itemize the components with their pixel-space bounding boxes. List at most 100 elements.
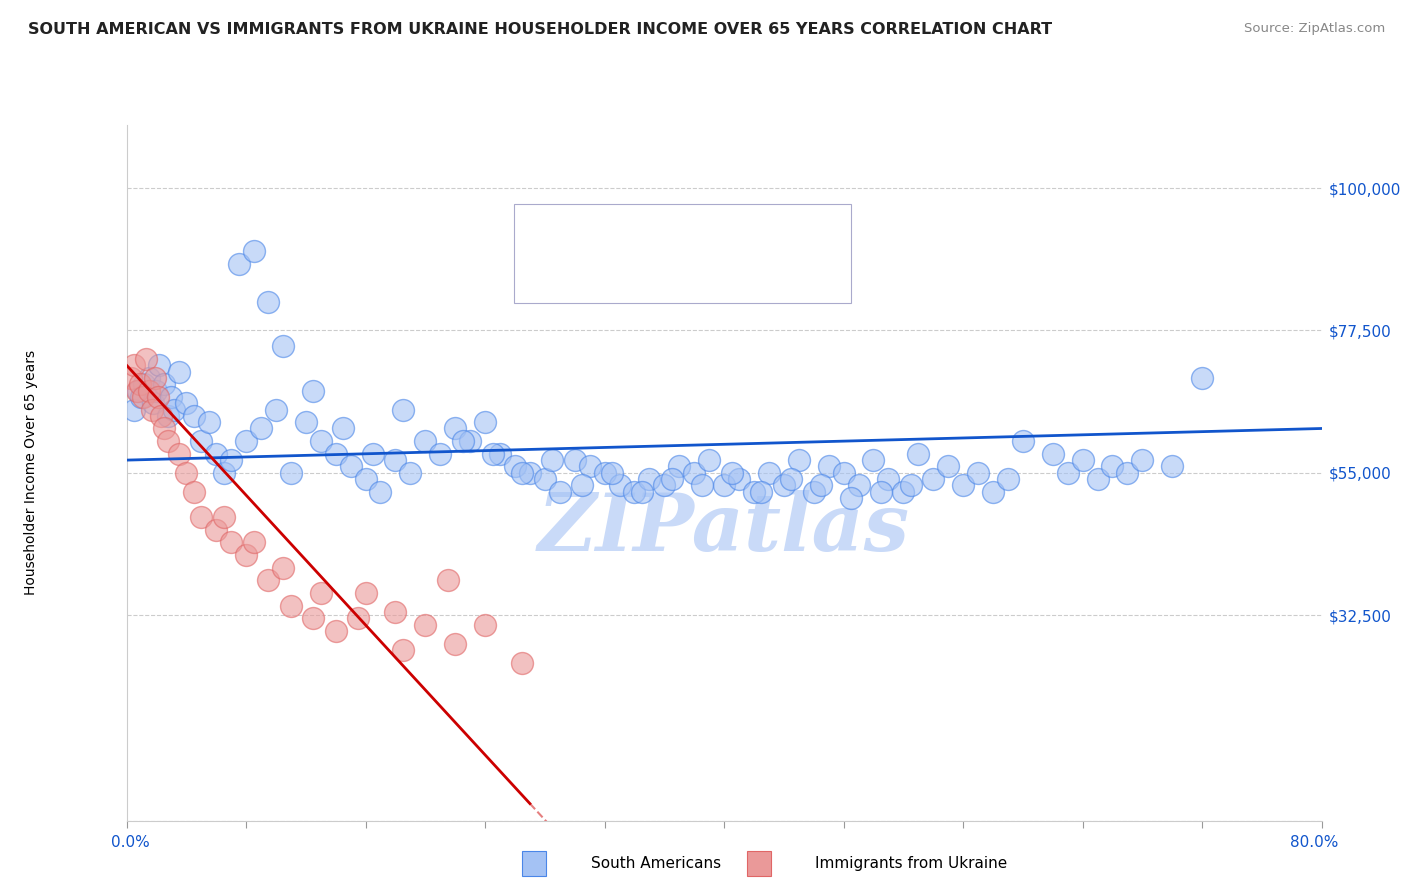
Text: R = -0.593   N =  37: R = -0.593 N = 37 — [572, 266, 727, 281]
Text: South Americans: South Americans — [591, 856, 721, 871]
Point — [891, 484, 914, 499]
Point — [325, 447, 347, 461]
Text: Immigrants from Ukraine: Immigrants from Ukraine — [815, 856, 1008, 871]
Point — [907, 447, 929, 461]
Point — [661, 472, 683, 486]
Point — [481, 447, 503, 461]
Point — [141, 402, 163, 417]
Text: ■: ■ — [534, 264, 553, 283]
Point — [160, 390, 183, 404]
Point — [302, 384, 325, 398]
Point — [273, 560, 295, 574]
Point — [354, 586, 377, 600]
Point — [1101, 459, 1123, 474]
Point — [564, 453, 586, 467]
Point — [228, 257, 250, 271]
Point — [205, 447, 228, 461]
Point — [157, 434, 180, 449]
Point — [153, 377, 176, 392]
Text: ZIPatlas: ZIPatlas — [538, 490, 910, 567]
Point — [862, 453, 884, 467]
Point — [125, 384, 148, 398]
Point — [250, 421, 273, 435]
Point — [1042, 447, 1064, 461]
Point — [870, 484, 893, 499]
Point — [174, 466, 197, 480]
Point — [384, 605, 406, 619]
Point — [294, 415, 316, 429]
Point — [138, 384, 160, 398]
Text: 0.0%: 0.0% — [111, 836, 150, 850]
Point — [1191, 371, 1213, 385]
Point — [512, 466, 534, 480]
Point — [143, 371, 166, 385]
Point — [758, 466, 780, 480]
Point — [922, 472, 945, 486]
Point — [474, 617, 496, 632]
Point — [332, 421, 354, 435]
Point — [1071, 453, 1094, 467]
Point — [392, 402, 415, 417]
Point — [219, 453, 242, 467]
Point — [148, 358, 170, 372]
Point — [135, 351, 157, 366]
Point — [541, 453, 564, 467]
Point — [127, 384, 149, 398]
Point — [936, 459, 959, 474]
Point — [273, 339, 295, 353]
Point — [167, 365, 190, 379]
Point — [593, 466, 616, 480]
Point — [832, 466, 855, 480]
Point — [728, 472, 751, 486]
Point — [967, 466, 990, 480]
Point — [652, 478, 675, 492]
Point — [413, 617, 436, 632]
Point — [578, 459, 600, 474]
Point — [458, 434, 481, 449]
Point — [384, 453, 406, 467]
Point — [242, 244, 264, 259]
Point — [877, 472, 900, 486]
Point — [235, 434, 257, 449]
Point — [145, 384, 167, 398]
Point — [444, 636, 467, 650]
Point — [264, 402, 287, 417]
Point — [257, 574, 280, 588]
Point — [429, 447, 451, 461]
Point — [347, 611, 370, 625]
Point — [1116, 466, 1139, 480]
Point — [257, 295, 280, 310]
Point — [548, 484, 571, 499]
Point — [146, 390, 169, 404]
Point — [444, 421, 467, 435]
Text: SOUTH AMERICAN VS IMMIGRANTS FROM UKRAINE HOUSEHOLDER INCOME OVER 65 YEARS CORRE: SOUTH AMERICAN VS IMMIGRANTS FROM UKRAIN… — [28, 22, 1052, 37]
Point — [683, 466, 706, 480]
Text: 80.0%: 80.0% — [1291, 836, 1339, 850]
Text: ■: ■ — [524, 854, 544, 873]
Point — [997, 472, 1019, 486]
Point — [1161, 459, 1184, 474]
Point — [132, 390, 155, 404]
Point — [817, 459, 839, 474]
Point — [413, 434, 436, 449]
Point — [436, 574, 458, 588]
Point — [183, 409, 205, 423]
Point — [631, 484, 654, 499]
Point — [787, 453, 810, 467]
Point — [157, 409, 180, 423]
Point — [134, 377, 156, 392]
Point — [720, 466, 742, 480]
Point — [167, 447, 190, 461]
Point — [149, 409, 172, 423]
Point — [981, 484, 1004, 499]
Point — [392, 643, 415, 657]
Point — [280, 466, 302, 480]
Point — [235, 548, 257, 562]
Point — [399, 466, 422, 480]
Point — [138, 371, 160, 385]
Point — [609, 478, 631, 492]
Point — [489, 447, 512, 461]
Point — [1130, 453, 1153, 467]
Point — [1087, 472, 1109, 486]
Point — [690, 478, 713, 492]
